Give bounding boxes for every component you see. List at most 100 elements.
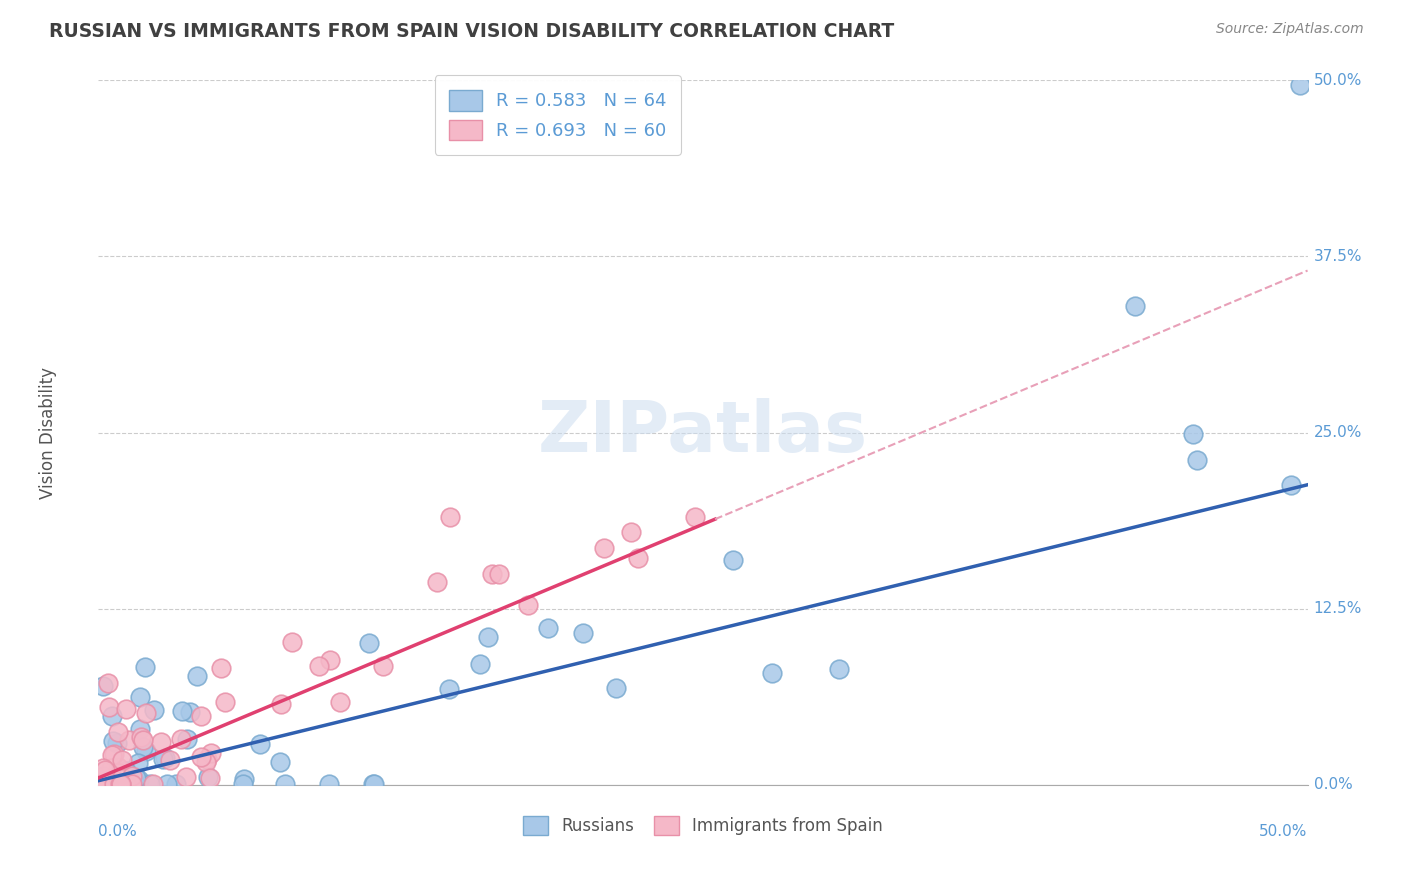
Point — [97, 676, 120, 690]
Point — [197, 770, 219, 784]
Point — [329, 695, 352, 709]
Point — [107, 724, 129, 739]
Point — [124, 774, 146, 789]
Point — [90, 776, 112, 790]
Point — [103, 747, 125, 761]
Point — [103, 776, 125, 790]
Point — [517, 599, 540, 613]
Point — [149, 735, 172, 749]
Point — [200, 747, 222, 761]
Point — [361, 776, 384, 790]
Point — [371, 659, 394, 673]
Point — [129, 722, 152, 736]
Point — [159, 753, 181, 767]
Point — [1187, 453, 1209, 467]
Point — [132, 732, 155, 747]
Point — [281, 635, 304, 649]
Point — [118, 732, 141, 747]
Point — [481, 566, 503, 581]
Point — [100, 762, 122, 776]
Point — [132, 740, 155, 755]
Text: ZIPatlas: ZIPatlas — [538, 398, 868, 467]
Point — [721, 553, 744, 567]
Point — [186, 668, 208, 682]
Point — [605, 681, 627, 696]
Point — [477, 630, 499, 644]
Legend: Russians, Immigrants from Spain: Russians, Immigrants from Spain — [515, 807, 891, 844]
Point — [90, 776, 112, 790]
Point — [135, 744, 157, 758]
Point — [1289, 78, 1312, 92]
Point — [135, 706, 157, 720]
Point — [107, 776, 129, 790]
Point — [214, 695, 236, 709]
Point — [190, 709, 212, 723]
Point — [121, 776, 143, 790]
Point — [115, 702, 138, 716]
Point — [90, 776, 112, 790]
Point — [190, 750, 212, 764]
Point — [470, 657, 492, 671]
Point — [156, 776, 179, 790]
Text: 0.0%: 0.0% — [98, 823, 138, 838]
Point — [363, 776, 385, 790]
Point — [103, 776, 125, 790]
Point — [620, 524, 643, 539]
Point — [1123, 299, 1146, 313]
Point — [439, 510, 461, 524]
Point — [115, 765, 138, 780]
Point — [142, 776, 165, 790]
Point — [828, 662, 851, 676]
Text: 50.0%: 50.0% — [1313, 73, 1362, 87]
Text: RUSSIAN VS IMMIGRANTS FROM SPAIN VISION DISABILITY CORRELATION CHART: RUSSIAN VS IMMIGRANTS FROM SPAIN VISION … — [49, 22, 894, 41]
Point — [97, 700, 120, 714]
Point — [110, 776, 132, 790]
Point — [176, 731, 198, 746]
Point — [209, 660, 232, 674]
Point — [115, 770, 138, 784]
Point — [165, 776, 187, 790]
Point — [103, 776, 125, 790]
Point — [91, 680, 114, 694]
Point — [319, 653, 342, 667]
Point — [359, 635, 381, 649]
Point — [117, 776, 139, 790]
Point — [761, 666, 783, 681]
Point — [115, 764, 138, 778]
Point — [200, 771, 222, 785]
Point — [179, 705, 201, 719]
Point — [139, 776, 162, 790]
Point — [571, 625, 593, 640]
Point — [111, 753, 134, 767]
Point — [1181, 426, 1204, 441]
Point — [172, 704, 194, 718]
Point — [96, 776, 118, 790]
Point — [124, 776, 146, 790]
Point — [249, 737, 271, 751]
Point — [91, 776, 114, 790]
Point — [269, 755, 291, 769]
Point — [439, 682, 461, 697]
Point — [124, 771, 146, 785]
Point — [120, 776, 142, 790]
Point — [114, 776, 136, 790]
Point — [94, 763, 117, 777]
Point — [122, 776, 145, 790]
Point — [537, 621, 560, 635]
Point — [100, 747, 122, 762]
Point — [488, 566, 510, 581]
Point — [426, 575, 449, 590]
Point — [1281, 477, 1303, 491]
Point — [93, 776, 115, 790]
Point — [93, 761, 115, 775]
Point — [125, 776, 148, 790]
Point — [270, 697, 292, 711]
Point — [195, 752, 218, 766]
Point — [152, 752, 174, 766]
Point — [169, 731, 191, 746]
Point — [107, 760, 129, 774]
Point — [101, 709, 124, 723]
Point — [129, 690, 152, 705]
Text: 12.5%: 12.5% — [1313, 601, 1362, 616]
Point — [308, 659, 330, 673]
